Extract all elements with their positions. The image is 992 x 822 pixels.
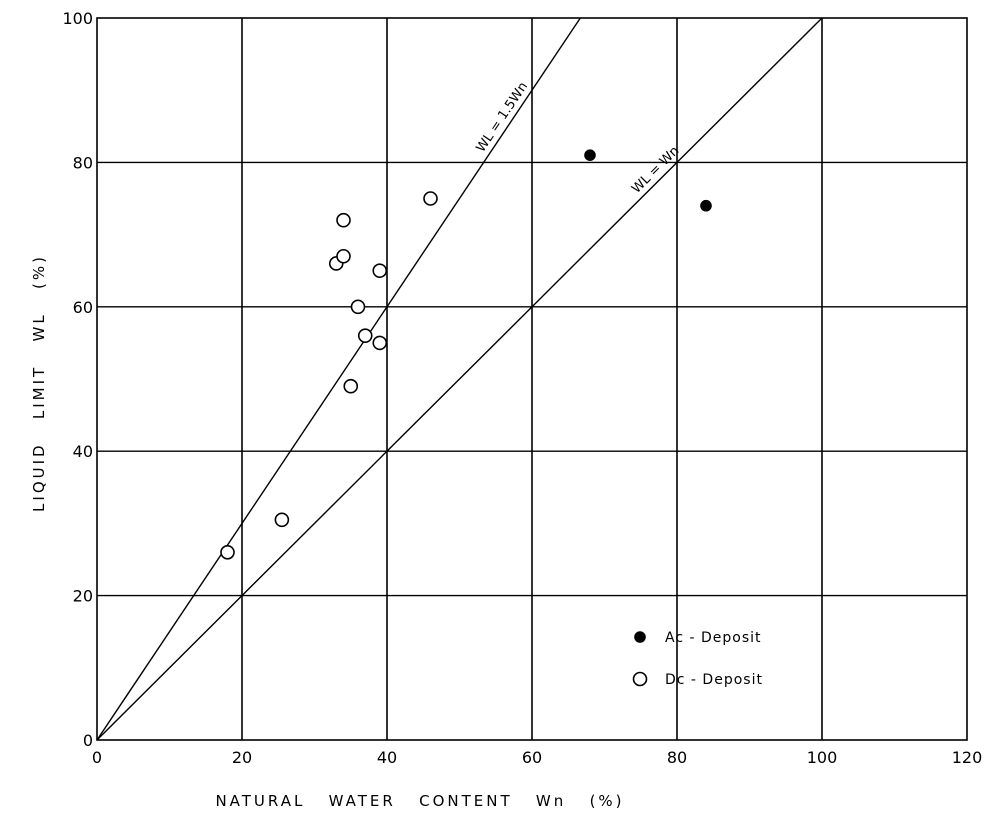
x-axis-title: NATURAL WATER CONTENT Wn (%) — [215, 792, 624, 810]
x-tick-label: 20 — [232, 748, 252, 767]
plot-frame — [96, 17, 968, 741]
reference-line-label: WL = 1.5Wn — [474, 80, 532, 156]
y-tick-label: 80 — [73, 153, 93, 172]
y-tick-label: 100 — [62, 9, 93, 28]
point-dc-deposit — [357, 328, 373, 343]
point-dc-deposit — [336, 248, 351, 264]
point-dc-deposit — [336, 212, 351, 228]
y-tick-label: 40 — [73, 442, 93, 461]
point-dc-deposit — [220, 544, 235, 560]
point-dc-deposit — [274, 512, 290, 528]
y-tick-label: 20 — [73, 587, 93, 606]
x-tick-label: 60 — [522, 748, 542, 767]
point-ac-deposit — [584, 149, 596, 161]
y-axis-title: LIQUID LIMIT WL (%) — [30, 254, 48, 512]
reference-line-wl-wn — [96, 17, 823, 741]
x-tick-label: 40 — [377, 748, 397, 767]
x-axis-tick-labels: 0 20 40 60 80 100 120 — [92, 748, 982, 767]
point-dc-deposit — [423, 191, 438, 206]
legend-label-dc-deposit: Dc - Deposit — [665, 672, 763, 688]
data-points — [220, 149, 712, 560]
x-tick-label: 0 — [92, 748, 102, 767]
legend: Ac - Deposit Dc - Deposit — [632, 630, 763, 688]
grid-lines — [97, 18, 967, 740]
y-tick-label: 60 — [73, 298, 93, 317]
reference-line-label: WL = Wn — [629, 143, 682, 196]
reference-line-wl-1-5wn — [96, 17, 581, 741]
point-dc-deposit — [372, 263, 388, 279]
x-tick-label: 100 — [807, 748, 838, 767]
point-dc-deposit — [343, 378, 359, 394]
x-tick-label: 120 — [952, 748, 983, 767]
y-axis-tick-labels: 0 20 40 60 80 100 — [62, 9, 93, 750]
point-dc-deposit — [350, 299, 366, 315]
y-tick-label: 0 — [83, 731, 93, 750]
legend-marker-ac-deposit — [634, 631, 646, 643]
x-tick-label: 80 — [667, 748, 687, 767]
point-ac-deposit — [700, 199, 712, 212]
point-dc-deposit — [372, 335, 388, 351]
legend-marker-dc-deposit — [632, 671, 648, 687]
legend-label-ac-deposit: Ac - Deposit — [665, 630, 762, 646]
